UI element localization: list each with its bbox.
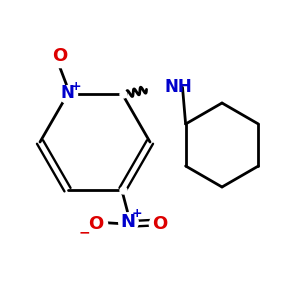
Text: NH: NH bbox=[164, 78, 192, 96]
Text: N: N bbox=[120, 213, 135, 231]
Text: O: O bbox=[152, 214, 167, 232]
Text: N: N bbox=[61, 84, 74, 102]
Text: +: + bbox=[70, 80, 81, 93]
Text: −: − bbox=[79, 226, 90, 240]
Text: O: O bbox=[52, 47, 67, 65]
Text: O: O bbox=[88, 214, 103, 232]
Text: +: + bbox=[131, 207, 142, 220]
